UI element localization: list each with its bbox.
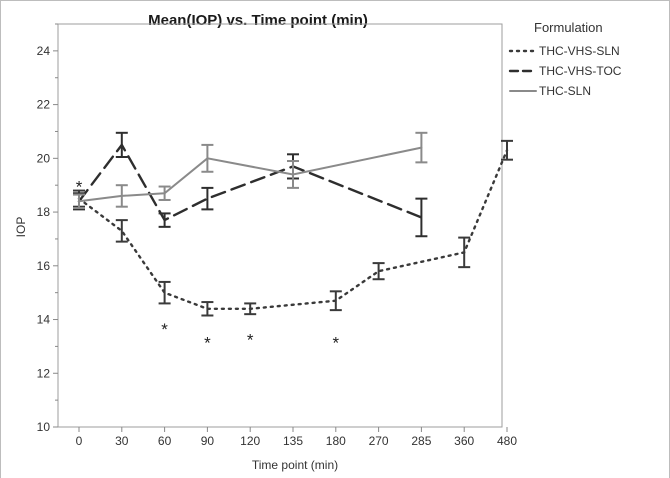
x-tick-label: 180 — [326, 434, 346, 448]
x-axis-label: Time point (min) — [252, 458, 338, 472]
error-bar — [201, 301, 214, 317]
series-thc-vhs-toc — [73, 131, 428, 238]
y-tick-label: 12 — [37, 366, 51, 380]
x-tick-label: 90 — [201, 434, 215, 448]
x-tick-label: 135 — [283, 434, 303, 448]
y-axis-label: IOP — [14, 217, 28, 238]
error-bar — [115, 184, 128, 208]
significance-asterisk: * — [76, 178, 83, 197]
significance-asterisk: * — [332, 333, 339, 352]
error-bar — [458, 236, 471, 269]
x-tick-label: 0 — [76, 434, 83, 448]
series-thc-sln — [73, 131, 428, 210]
significance-asterisk: * — [204, 333, 211, 352]
chart-title: Mean(IOP) vs. Time point (min) — [148, 12, 368, 29]
series-line — [77, 142, 423, 222]
y-tick-label: 24 — [37, 44, 51, 58]
legend-entry: THC-VHS-SLN — [508, 44, 620, 58]
series-layer — [73, 131, 513, 317]
significance-asterisk: * — [161, 320, 168, 339]
series-line — [78, 146, 423, 203]
legend-title: Formulation — [534, 20, 603, 35]
error-bar — [415, 197, 428, 238]
x-tick-label: 360 — [454, 434, 474, 448]
x-tick-label: 120 — [240, 434, 260, 448]
series-thc-vhs-sln — [73, 139, 513, 317]
x-tick-label: 270 — [369, 434, 389, 448]
figure-border-top — [0, 0, 670, 1]
legend-entry: THC-SLN — [509, 84, 591, 98]
x-tick-label: 30 — [115, 434, 129, 448]
error-bar — [244, 302, 257, 316]
x-axis: 0 30 60 90 120 135 180 270 285 360 480 — [76, 427, 517, 448]
legend-label: THC-VHS-TOC — [539, 64, 622, 78]
significance-asterisk: * — [247, 331, 254, 350]
y-tick-label: 20 — [37, 151, 51, 165]
error-bar — [329, 290, 342, 312]
error-bar — [115, 131, 128, 158]
figure-border-left — [0, 0, 1, 478]
error-bar — [201, 143, 214, 173]
significance-markers: * * * * * — [76, 178, 340, 353]
legend: Formulation THC-VHS-SLN THC-VHS-TOC THC-SL… — [508, 20, 622, 98]
y-axis: 10 12 14 16 18 20 22 24 — [37, 23, 58, 434]
y-tick-label: 14 — [37, 313, 51, 327]
legend-entry: THC-VHS-TOC — [508, 64, 622, 78]
error-bar — [415, 131, 428, 164]
y-tick-label: 10 — [37, 420, 51, 434]
legend-label: THC-SLN — [539, 84, 591, 98]
error-bar — [73, 193, 85, 210]
error-bar — [287, 160, 299, 189]
plot-area-frame — [57, 23, 503, 428]
error-bar — [158, 212, 171, 228]
error-bar — [115, 219, 128, 243]
x-tick-label: 60 — [158, 434, 172, 448]
error-bar — [201, 186, 214, 211]
x-tick-label: 480 — [497, 434, 517, 448]
error-bar — [501, 139, 513, 161]
y-tick-label: 16 — [37, 259, 51, 273]
error-bar — [158, 185, 171, 201]
y-tick-label: 18 — [37, 205, 51, 219]
error-bar — [158, 280, 171, 305]
y-tick-label: 22 — [37, 98, 51, 112]
x-tick-label: 285 — [411, 434, 431, 448]
legend-label: THC-VHS-SLN — [539, 44, 620, 58]
error-bar — [372, 262, 385, 281]
